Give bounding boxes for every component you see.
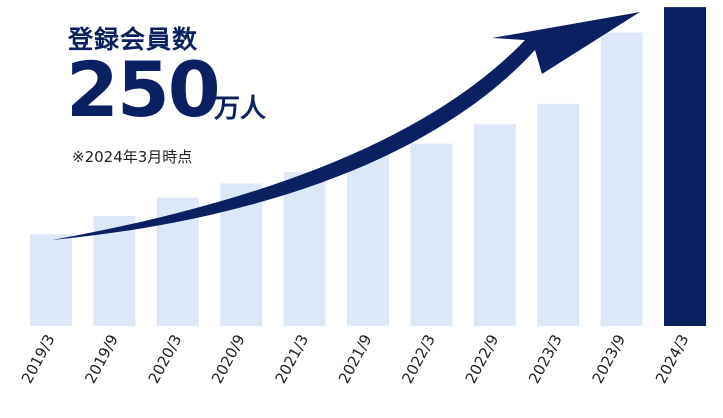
bar-2023-3 bbox=[537, 103, 580, 327]
x-tick-label: 2023/3 bbox=[525, 331, 566, 386]
bar-2024-3 bbox=[664, 7, 706, 326]
bar-2021-3 bbox=[283, 172, 326, 326]
x-tick-label: 2024/3 bbox=[652, 331, 693, 386]
bar-2021-9 bbox=[347, 153, 389, 326]
x-tick-label: 2020/3 bbox=[145, 331, 186, 386]
bar-2023-9 bbox=[600, 32, 643, 326]
x-tick-label: 2022/3 bbox=[398, 331, 439, 386]
as-of-note: ※2024年3月時点 bbox=[72, 148, 193, 166]
member-count-heading: 登録会員数 bbox=[68, 25, 199, 54]
member-count-value: 250 bbox=[66, 45, 221, 134]
x-tick-label: 2022/9 bbox=[462, 331, 503, 386]
bar-group bbox=[30, 7, 706, 327]
x-tick-label: 2019/9 bbox=[81, 331, 122, 386]
x-tick-label: 2021/3 bbox=[271, 331, 312, 386]
x-tick-label: 2021/9 bbox=[335, 331, 376, 386]
bar-2022-3 bbox=[410, 143, 453, 326]
x-tick-label: 2020/9 bbox=[208, 331, 249, 386]
bar-2019-3 bbox=[30, 234, 72, 326]
x-tick-label: 2023/9 bbox=[588, 331, 629, 386]
bar-2022-9 bbox=[473, 124, 516, 326]
x-axis-labels: 2019/3 2019/9 2020/3 2020/9 2021/3 2021/9 2022… bbox=[18, 331, 693, 386]
growth-arrow-icon bbox=[52, 12, 640, 240]
member-count-unit: 万人 bbox=[214, 94, 267, 124]
x-tick-label: 2019/3 bbox=[18, 331, 59, 386]
